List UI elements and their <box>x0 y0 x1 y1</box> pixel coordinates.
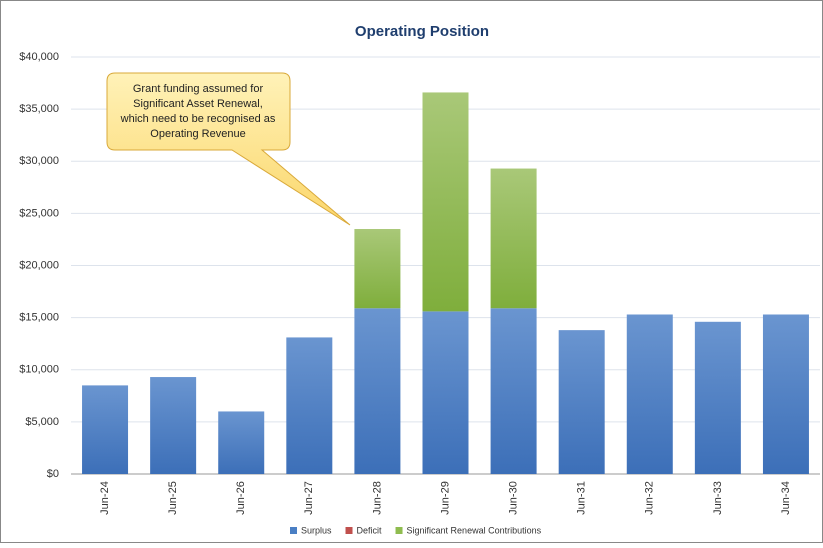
annotation-text: Grant funding assumed for <box>133 83 264 95</box>
x-tick-label: Jun-33 <box>712 481 724 515</box>
y-tick-label: $25,000 <box>19 207 59 219</box>
bar-segment <box>490 308 537 474</box>
annotation-text: Operating Revenue <box>150 128 245 140</box>
legend-label: Significant Renewal Contributions <box>407 525 542 535</box>
y-tick-label: $15,000 <box>19 312 59 324</box>
bar-segment <box>694 321 741 474</box>
bar-segment <box>558 330 605 474</box>
y-tick-label: $40,000 <box>19 51 59 63</box>
x-tick-label: Jun-34 <box>780 481 792 515</box>
x-tick-label: Jun-28 <box>371 481 383 515</box>
bar-segment <box>626 314 673 474</box>
y-tick-label: $0 <box>47 468 59 480</box>
bar-segment <box>218 411 265 474</box>
y-tick-label: $10,000 <box>19 364 59 376</box>
chart-title: Operating Position <box>355 23 489 40</box>
x-tick-label: Jun-30 <box>507 481 519 515</box>
x-tick-label: Jun-29 <box>439 481 451 515</box>
x-tick-label: Jun-31 <box>576 481 588 515</box>
y-tick-label: $20,000 <box>19 259 59 271</box>
bar-segment <box>354 308 401 474</box>
annotation: Grant funding assumed for Significant Ass… <box>106 72 351 226</box>
annotation-text: which need to be recognised as <box>120 113 276 125</box>
y-tick-label: $30,000 <box>19 155 59 167</box>
legend-swatch <box>290 527 297 534</box>
x-tick-label: Jun-27 <box>303 481 315 515</box>
x-tick-label: Jun-32 <box>644 481 656 515</box>
x-tick-label: Jun-26 <box>235 481 247 515</box>
annotation-text: Significant Asset Renewal, <box>133 98 263 110</box>
bar-segment <box>150 377 197 474</box>
x-tick-label: Jun-24 <box>99 481 111 515</box>
y-tick-label: $5,000 <box>25 416 59 428</box>
bar-segment <box>490 168 537 309</box>
bar-segment <box>82 385 129 474</box>
annotation-box <box>106 72 351 226</box>
legend-label: Deficit <box>357 525 383 535</box>
bar-segment <box>354 229 401 309</box>
bar-segment <box>422 92 469 312</box>
legend-swatch <box>395 527 403 534</box>
x-tick-label: Jun-25 <box>167 481 179 515</box>
bar-segment <box>286 337 333 474</box>
bar-segment <box>422 311 469 474</box>
legend-swatch <box>345 527 353 534</box>
bar-segment <box>762 314 809 474</box>
y-tick-label: $35,000 <box>19 103 59 115</box>
legend-label: Surplus <box>301 525 332 535</box>
